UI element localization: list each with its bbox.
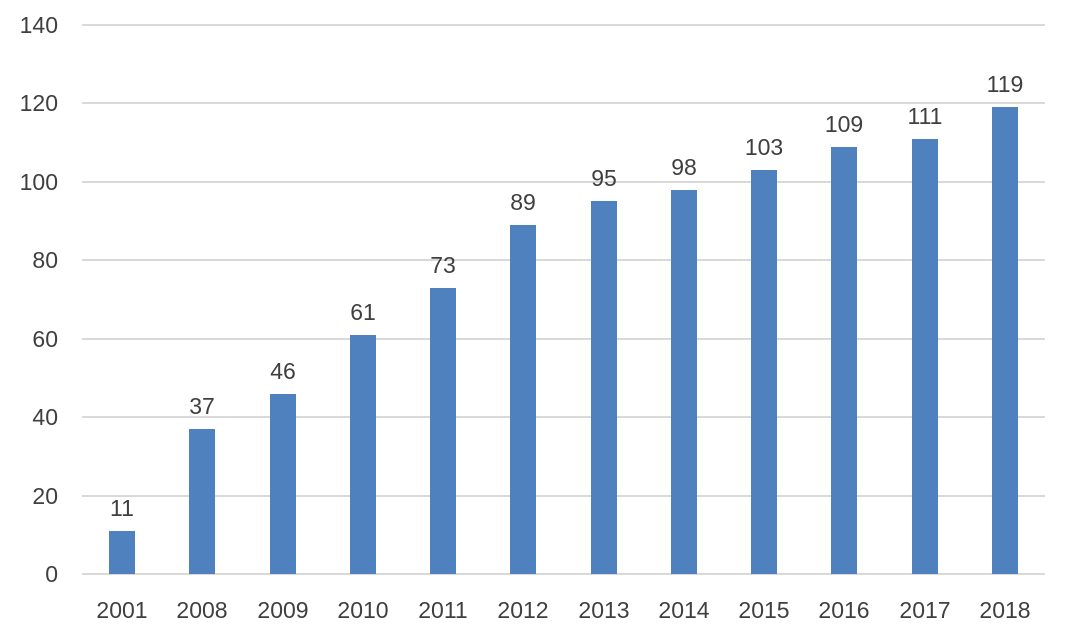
x-axis-tick-label: 2011 bbox=[418, 597, 468, 623]
x-axis-tick-label: 2017 bbox=[899, 597, 951, 623]
x-axis-tick-label: 2014 bbox=[658, 597, 710, 623]
bar-value-label: 98 bbox=[671, 153, 697, 180]
bar bbox=[270, 393, 296, 574]
bar-value-label: 37 bbox=[189, 392, 215, 419]
bar-value-label: 109 bbox=[824, 110, 864, 137]
bar bbox=[189, 428, 215, 574]
x-axis-tick-label: 2015 bbox=[738, 597, 790, 623]
x-axis-tick-label: 2001 bbox=[96, 597, 148, 623]
bar bbox=[992, 107, 1018, 574]
bar-value-label: 46 bbox=[270, 357, 296, 384]
gridline bbox=[82, 24, 1045, 26]
bar bbox=[510, 224, 536, 574]
y-axis-tick-label: 140 bbox=[19, 12, 58, 38]
bar bbox=[831, 146, 857, 574]
bar-value-label: 11 bbox=[110, 494, 134, 521]
bar bbox=[591, 201, 617, 574]
y-axis-tick-label: 120 bbox=[19, 90, 58, 117]
y-axis-tick-label: 0 bbox=[45, 561, 58, 587]
gridline bbox=[82, 494, 1045, 497]
x-axis-tick-label: 2008 bbox=[176, 597, 228, 623]
gridline bbox=[82, 259, 1045, 262]
x-axis-tick-label: 2018 bbox=[979, 597, 1031, 623]
bar bbox=[751, 170, 777, 574]
bar-value-label: 111 bbox=[907, 102, 943, 129]
gridline bbox=[82, 102, 1045, 105]
bar-value-label: 119 bbox=[986, 71, 1024, 98]
y-axis-tick-label: 40 bbox=[32, 404, 58, 431]
bar-value-label: 73 bbox=[430, 251, 456, 278]
bar-value-label: 61 bbox=[350, 298, 376, 325]
bar bbox=[671, 189, 697, 574]
y-axis-tick-label: 80 bbox=[32, 247, 58, 274]
y-axis-tick-label: 20 bbox=[32, 482, 58, 509]
x-axis-tick-label: 2013 bbox=[578, 597, 630, 623]
gridline bbox=[82, 573, 1045, 575]
bar bbox=[912, 138, 938, 574]
bar-value-label: 89 bbox=[510, 188, 536, 215]
x-axis-tick-label: 2009 bbox=[257, 597, 309, 623]
x-axis-tick-label: 2016 bbox=[818, 597, 870, 623]
bar bbox=[109, 530, 135, 574]
gridline bbox=[82, 180, 1045, 183]
bar-value-label: 103 bbox=[744, 134, 784, 161]
y-axis-tick-label: 100 bbox=[19, 168, 58, 195]
bar bbox=[430, 287, 456, 574]
bar bbox=[350, 334, 376, 574]
y-axis-tick-label: 60 bbox=[32, 325, 58, 352]
x-axis-tick-label: 2010 bbox=[337, 597, 389, 623]
gridline bbox=[82, 337, 1045, 340]
x-axis-tick-label: 2012 bbox=[497, 597, 549, 623]
bar-value-label: 95 bbox=[591, 165, 617, 192]
gridline bbox=[82, 416, 1045, 419]
